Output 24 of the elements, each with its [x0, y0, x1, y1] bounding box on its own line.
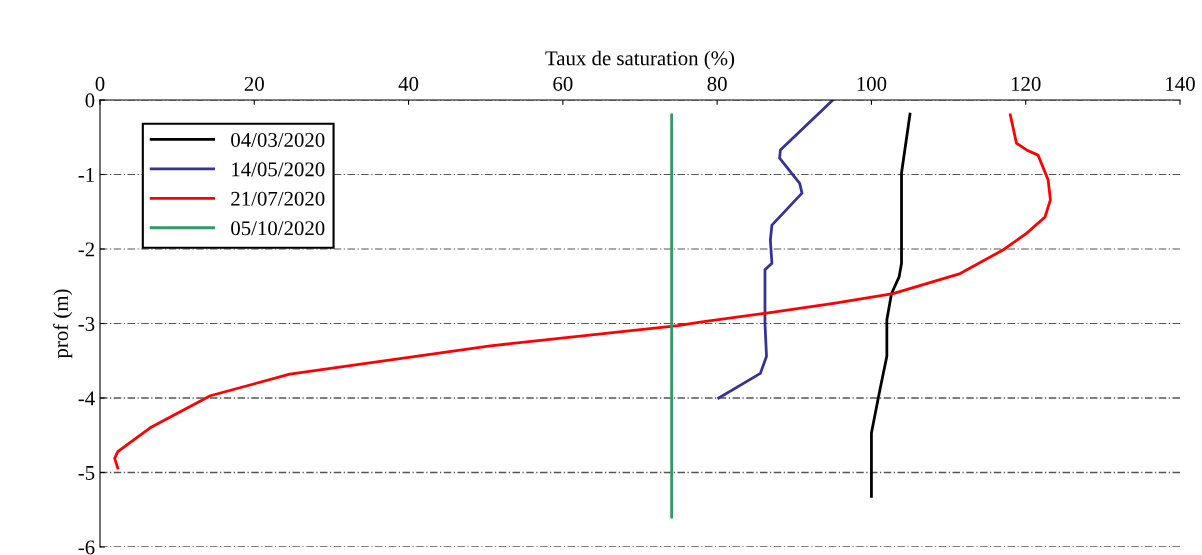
x-tick-label: 20 — [244, 76, 264, 91]
legend-label: 04/03/2020 — [231, 132, 325, 147]
line-series — [870, 112, 912, 498]
x-axis-title: Taux de saturation (%) — [545, 50, 735, 70]
y-tick-label: -5 — [78, 466, 95, 480]
x-tick-label: 120 — [1011, 76, 1041, 91]
line-series — [113, 113, 1052, 470]
y-tick-label: -1 — [78, 167, 94, 182]
legend-label: 21/07/2020 — [231, 191, 325, 206]
x-tick-label: 40 — [398, 76, 419, 91]
x-tick-label: 60 — [553, 76, 573, 91]
y-axis-title: prof (m) — [53, 289, 73, 359]
x-tick-label: 80 — [707, 76, 727, 91]
y-tick-label: -4 — [78, 391, 95, 406]
legend-label: 14/05/2020 — [232, 162, 325, 177]
y-tick-label: -6 — [78, 540, 95, 555]
y-tick-label: 0 — [85, 93, 95, 108]
x-tick-label: 140 — [1166, 76, 1195, 91]
y-tick-label: -2 — [78, 242, 94, 257]
x-tick-label: 100 — [857, 76, 887, 91]
x-tick-label: 0 — [95, 76, 105, 91]
y-tick-label: -3 — [78, 316, 95, 331]
line-series — [717, 100, 835, 400]
legend-label: 05/10/2020 — [231, 221, 325, 236]
